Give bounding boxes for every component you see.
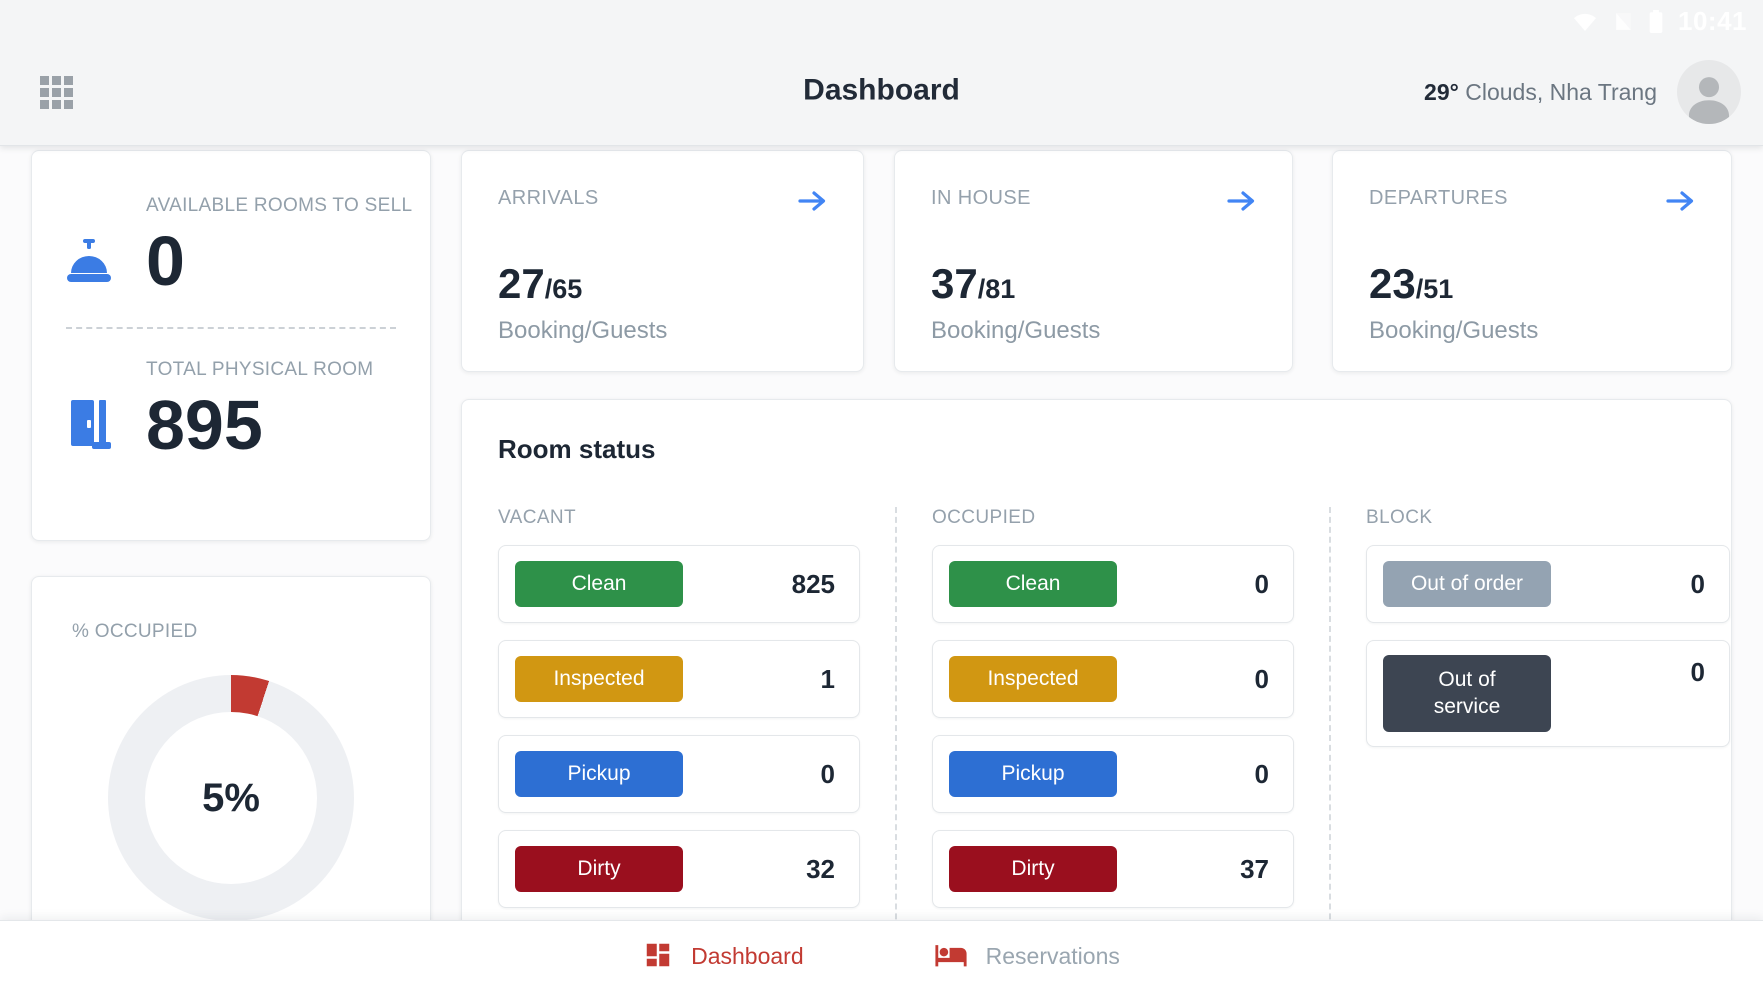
status-chip: Pickup: [949, 751, 1117, 797]
departures-card: DEPARTURES 23 /51 Booking/Guests: [1332, 150, 1732, 372]
departures-caption: Booking/Guests: [1369, 317, 1539, 344]
total-rooms-value: 895: [146, 385, 263, 464]
occupancy-label: % OCCUPIED: [72, 621, 198, 642]
header: 10:41 Dashboard 29° Clouds, Nha Trang: [0, 0, 1763, 146]
hotel-bed-icon: [934, 938, 968, 975]
available-rooms-value: 0: [146, 222, 185, 300]
arrow-right-icon[interactable]: [1663, 187, 1697, 218]
dashboard-grid-icon: [643, 940, 673, 973]
grid-menu-icon[interactable]: [36, 72, 76, 112]
arrivals-card: ARRIVALS 27 /65 Booking/Guests: [461, 150, 864, 372]
block-out-of-service-row[interactable]: Out of service 0: [1366, 640, 1730, 747]
occupied-inspected-row[interactable]: Inspected 0: [932, 640, 1294, 718]
in-house-card: IN HOUSE 37 /81 Booking/Guests: [894, 150, 1293, 372]
arrow-right-icon[interactable]: [1224, 187, 1258, 218]
arrow-right-icon[interactable]: [795, 187, 829, 218]
arrivals-total: /65: [544, 274, 583, 304]
vacant-column: VACANT Clean 825 Inspected 1 Pickup 0 Di…: [498, 507, 860, 969]
status-chip: Dirty: [515, 846, 683, 892]
dashed-column-divider: [1329, 507, 1331, 969]
arrivals-value: 27: [498, 260, 545, 307]
battery-icon: [1649, 9, 1663, 33]
status-chip: Out of order: [1383, 561, 1551, 607]
available-rooms-label: AVAILABLE ROOMS TO SELL: [146, 195, 413, 216]
status-count: 37: [1240, 853, 1269, 884]
open-door-icon: [32, 397, 146, 453]
status-count: 0: [1254, 663, 1269, 694]
vacant-inspected-row[interactable]: Inspected 1: [498, 640, 860, 718]
room-status-card: Room status VACANT Clean 825 Inspected 1…: [461, 399, 1732, 969]
status-chip: Pickup: [515, 751, 683, 797]
status-bar: 10:41: [0, 0, 1763, 38]
status-clock: 10:41: [1678, 5, 1747, 36]
rooms-summary-card: AVAILABLE ROOMS TO SELL 0 TOTAL PHYSICAL…: [31, 150, 431, 541]
status-count: 1: [820, 663, 835, 694]
nav-label-reservations: Reservations: [985, 943, 1120, 969]
in-house-title: IN HOUSE: [931, 187, 1031, 209]
app-bar: Dashboard 29° Clouds, Nha Trang: [0, 38, 1763, 146]
weather-desc: Clouds, Nha Trang: [1458, 78, 1657, 105]
in-house-value: 37: [931, 260, 978, 307]
occupied-header: OCCUPIED: [932, 507, 1036, 528]
arrivals-caption: Booking/Guests: [498, 317, 668, 344]
nav-item-dashboard[interactable]: Dashboard: [643, 940, 804, 973]
block-column: BLOCK Out of order 0 Out of service 0: [1366, 507, 1730, 969]
status-count: 0: [1690, 568, 1705, 599]
weather-temp: 29°: [1424, 78, 1459, 105]
occupied-dirty-row[interactable]: Dirty 37: [932, 830, 1294, 908]
avatar[interactable]: [1677, 60, 1741, 124]
person-avatar-icon: [1688, 77, 1730, 124]
bottom-nav: Dashboard Reservations: [0, 920, 1763, 992]
no-sim-icon: [1613, 11, 1634, 32]
total-rooms-stat: TOTAL PHYSICAL ROOM 895: [32, 359, 430, 463]
occupancy-percent: 5%: [202, 775, 260, 820]
service-bell-icon: [32, 238, 146, 285]
room-status-title: Room status: [498, 434, 656, 464]
dashed-column-divider: [895, 507, 897, 969]
departures-total: /51: [1415, 274, 1454, 304]
status-count: 0: [820, 758, 835, 789]
departures-value: 23: [1369, 260, 1416, 307]
occupied-pickup-row[interactable]: Pickup 0: [932, 735, 1294, 813]
nav-item-reservations[interactable]: Reservations: [934, 938, 1120, 975]
available-rooms-stat: AVAILABLE ROOMS TO SELL 0: [32, 195, 430, 299]
weather-info: 29° Clouds, Nha Trang: [1424, 79, 1657, 106]
status-chip: Inspected: [515, 656, 683, 702]
vacant-dirty-row[interactable]: Dirty 32: [498, 830, 860, 908]
nav-label-dashboard: Dashboard: [691, 943, 804, 969]
dashed-divider: [66, 326, 396, 329]
status-chip: Clean: [515, 561, 683, 607]
vacant-clean-row[interactable]: Clean 825: [498, 545, 860, 623]
in-house-total: /81: [977, 274, 1016, 304]
occupied-clean-row[interactable]: Clean 0: [932, 545, 1294, 623]
status-chip: Out of service: [1383, 655, 1551, 732]
status-chip: Clean: [949, 561, 1117, 607]
status-count: 825: [791, 568, 835, 599]
page-title: Dashboard: [803, 73, 960, 107]
status-count: 0: [1254, 568, 1269, 599]
occupied-column: OCCUPIED Clean 0 Inspected 0 Pickup 0 Di…: [932, 507, 1294, 969]
vacant-header: VACANT: [498, 507, 577, 528]
vacant-pickup-row[interactable]: Pickup 0: [498, 735, 860, 813]
in-house-caption: Booking/Guests: [931, 317, 1101, 344]
status-count: 32: [806, 853, 835, 884]
wifi-icon: [1572, 11, 1598, 32]
block-header: BLOCK: [1366, 507, 1433, 528]
departures-title: DEPARTURES: [1369, 187, 1508, 209]
status-count: 0: [1690, 657, 1705, 687]
block-out-of-order-row[interactable]: Out of order 0: [1366, 545, 1730, 623]
occupancy-donut-chart: 5%: [108, 675, 354, 921]
total-rooms-label: TOTAL PHYSICAL ROOM: [146, 358, 374, 380]
status-chip: Inspected: [949, 656, 1117, 702]
status-chip: Dirty: [949, 846, 1117, 892]
arrivals-title: ARRIVALS: [498, 187, 599, 209]
status-count: 0: [1254, 758, 1269, 789]
